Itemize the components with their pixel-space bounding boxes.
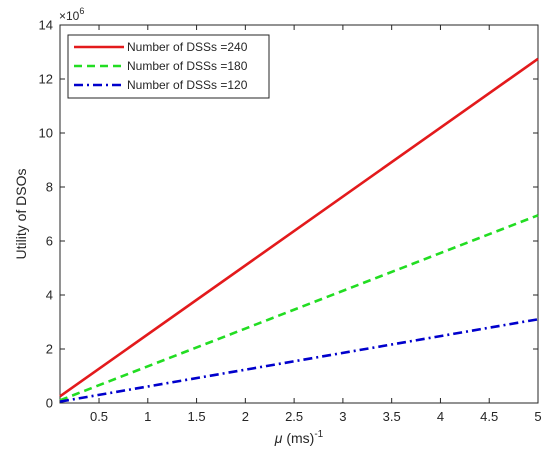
y-tick-label: 2 (46, 342, 53, 357)
x-tick-label: 5 (534, 409, 541, 424)
y-tick-label: 14 (39, 18, 53, 33)
y-tick-label: 12 (39, 72, 53, 87)
legend: Number of DSSs =240 Number of DSSs =180 Nu… (67, 34, 270, 99)
y-tick-label: 10 (39, 126, 53, 141)
y-tick-label: 0 (46, 396, 53, 411)
y-tick-label: 4 (46, 288, 53, 303)
legend-items: Number of DSSs =240 Number of DSSs =180 Nu… (74, 40, 248, 92)
series-lines (59, 57, 539, 403)
x-tick-label: 4.5 (480, 409, 498, 424)
legend-label: Number of DSSs =240 (127, 40, 248, 54)
x-tick-label: 1 (144, 409, 151, 424)
x-tick-label: 2.5 (285, 409, 303, 424)
x-tick-label: 1.5 (188, 409, 206, 424)
series-line (59, 214, 539, 402)
y-tick-label: 6 (46, 234, 53, 249)
series-line (59, 57, 539, 398)
x-tick-label: 3.5 (383, 409, 401, 424)
y-axis-ticks: 0 2 4 6 8 10 12 14 (39, 18, 538, 411)
legend-label: Number of DSSs =180 (127, 59, 248, 73)
y-multiplier: ×106 (59, 6, 84, 23)
legend-label: Number of DSSs =120 (127, 78, 248, 92)
y-tick-label: 8 (46, 180, 53, 195)
x-axis-title: μ (ms)-1 (274, 429, 324, 446)
x-tick-label: 0.5 (90, 409, 108, 424)
x-axis-ticks: 0.5 1 1.5 2 2.5 3 3.5 4 4.5 5 (90, 25, 542, 424)
series-line (59, 318, 539, 403)
x-tick-label: 2 (242, 409, 249, 424)
x-tick-label: 3 (339, 409, 346, 424)
y-axis-title: Utility of DSOs (13, 168, 29, 259)
x-tick-label: 4 (437, 409, 444, 424)
